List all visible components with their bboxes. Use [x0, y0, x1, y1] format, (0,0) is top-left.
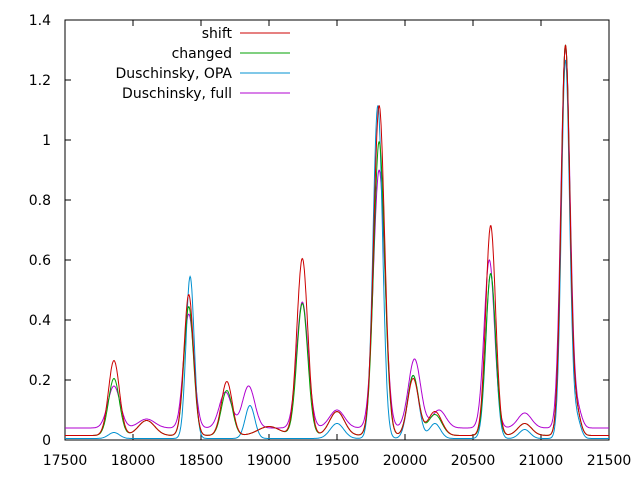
y-tick-label: 0.4 [29, 313, 51, 329]
y-tick-label: 0.8 [29, 193, 51, 209]
legend-label: shift [202, 26, 233, 42]
plot-frame [64, 19, 610, 441]
series-line-0 [65, 44, 609, 436]
legend-label: Duschinsky, OPA [115, 66, 232, 82]
y-tick-label: 1.4 [29, 13, 51, 29]
series-line-2 [65, 59, 609, 439]
x-tick-label: 19000 [247, 453, 292, 469]
x-tick-label: 20000 [383, 453, 428, 469]
x-tick-label: 17500 [43, 453, 88, 469]
y-tick-label: 1.2 [29, 73, 51, 89]
y-tick-label: 0.2 [29, 373, 51, 389]
axis-ticks: 17500 18000 18500 19000 19500 20000 20500 21000… [29, 13, 632, 469]
y-tick-label: 0 [42, 433, 51, 449]
series-line-1 [65, 44, 609, 436]
y-tick-label: 1 [42, 133, 51, 149]
series-lines [65, 44, 609, 439]
legend: shift changed Duschinsky, OPA Duschinsky, f… [115, 26, 290, 102]
x-tick-label: 18500 [179, 453, 224, 469]
x-tick-label: 19500 [315, 453, 360, 469]
y-tick-label: 0.6 [29, 253, 51, 269]
series-line-3 [65, 46, 609, 429]
x-tick-label: 18000 [111, 453, 156, 469]
legend-label: changed [172, 46, 232, 62]
x-tick-label: 20500 [451, 453, 496, 469]
x-tick-label: 21500 [587, 453, 632, 469]
x-tick-label: 21000 [519, 453, 564, 469]
legend-label: Duschinsky, full [122, 86, 232, 102]
